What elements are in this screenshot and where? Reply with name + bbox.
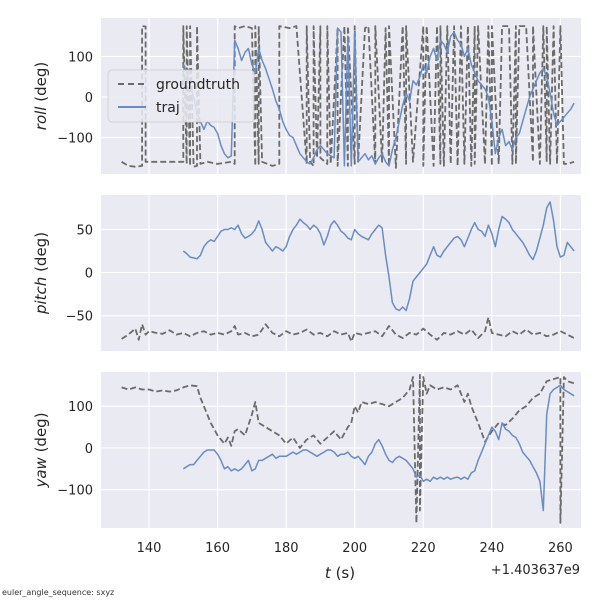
roll-series bbox=[121, 25, 575, 169]
x-tick-label: 220 bbox=[411, 541, 436, 556]
x-tick-label: 180 bbox=[274, 541, 299, 556]
yaw-plot-area bbox=[101, 372, 581, 528]
roll-y-axis-label: roll (deg) bbox=[32, 62, 50, 130]
pitch-grid bbox=[101, 195, 581, 351]
yaw-y-tick-label: 100 bbox=[68, 400, 93, 415]
yaw-y-axis-label: yaw (deg) bbox=[32, 412, 50, 488]
roll-y-tick-label: −100 bbox=[57, 132, 93, 147]
x-axis-label-var: t bbox=[325, 564, 332, 582]
x-axis-label-unit: (s) bbox=[331, 564, 355, 582]
roll-y-axis-label-unit: (deg) bbox=[32, 62, 50, 107]
yaw-series bbox=[121, 373, 575, 524]
yaw-y-ticks: 100 0 −100 bbox=[57, 400, 93, 498]
roll-y-tick-label: 0 bbox=[85, 91, 93, 106]
roll-subplot: 100 0 −100 roll (deg) groundtruth traj bbox=[32, 18, 581, 174]
footnote: euler_angle_sequence: sxyz bbox=[2, 588, 115, 597]
x-tick-label: 260 bbox=[548, 541, 573, 556]
pitch-series bbox=[121, 201, 575, 343]
yaw-y-axis-label-unit: (deg) bbox=[32, 412, 50, 457]
legend-groundtruth-label: groundtruth bbox=[156, 77, 240, 93]
yaw-groundtruth-line bbox=[121, 373, 575, 524]
legend-box bbox=[107, 69, 255, 123]
roll-groundtruth-line bbox=[121, 25, 575, 169]
pitch-subplot: 50 0 −50 pitch (deg) bbox=[32, 195, 581, 351]
x-tick-label: 200 bbox=[342, 541, 367, 556]
x-tick-label: 240 bbox=[479, 541, 504, 556]
pitch-y-axis-label-unit: (deg) bbox=[32, 232, 50, 277]
pitch-y-axis-label-var: pitch bbox=[32, 277, 50, 315]
x-tick-label: 140 bbox=[137, 541, 162, 556]
x-axis-label: t (s) bbox=[325, 564, 355, 582]
pitch-y-ticks: 50 0 −50 bbox=[66, 223, 93, 324]
pitch-y-tick-label: −50 bbox=[66, 310, 93, 325]
pitch-y-tick-label: 0 bbox=[85, 267, 93, 282]
yaw-y-tick-label: 0 bbox=[85, 442, 93, 457]
roll-traj-line bbox=[182, 27, 575, 167]
yaw-y-axis-label-var: yaw bbox=[32, 456, 50, 488]
roll-y-tick-label: 100 bbox=[68, 50, 93, 65]
pitch-groundtruth-line bbox=[121, 316, 575, 343]
legend: groundtruth traj bbox=[107, 69, 255, 123]
roll-y-axis-label-var: roll bbox=[32, 106, 50, 131]
roll-y-ticks: 100 0 −100 bbox=[57, 50, 93, 146]
legend-traj-label: traj bbox=[156, 100, 180, 116]
pitch-y-tick-label: 50 bbox=[76, 223, 93, 238]
pitch-traj-line bbox=[182, 201, 575, 312]
yaw-y-tick-label: −100 bbox=[57, 484, 93, 499]
x-ticks: 140 160 180 200 220 240 260 bbox=[137, 541, 573, 556]
yaw-traj-line bbox=[182, 384, 575, 512]
x-tick-label: 160 bbox=[205, 541, 230, 556]
yaw-subplot: 100 0 −100 140 160 180 200 220 240 260 yaw (deg) bbox=[32, 372, 581, 556]
x-offset-label: +1.403637e9 bbox=[491, 563, 580, 578]
pitch-y-axis-label: pitch (deg) bbox=[32, 232, 50, 315]
